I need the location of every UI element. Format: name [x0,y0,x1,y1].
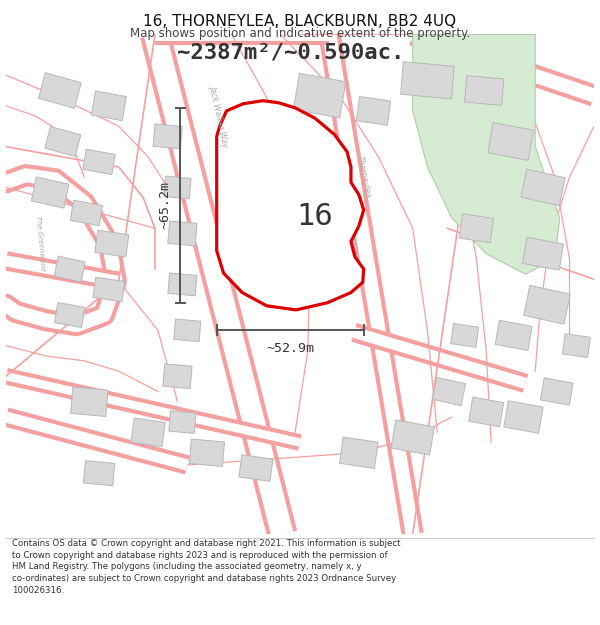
Polygon shape [93,278,125,302]
Polygon shape [243,178,275,207]
Polygon shape [340,437,378,468]
Text: The Greenwood: The Greenwood [35,216,46,271]
Text: ~52.9m: ~52.9m [266,342,314,355]
Polygon shape [391,420,434,455]
Polygon shape [562,334,590,357]
Polygon shape [169,411,196,434]
Polygon shape [131,418,165,447]
Text: 16: 16 [296,201,333,231]
Text: Jack Walker Way: Jack Walker Way [209,84,230,148]
Polygon shape [464,76,504,106]
Polygon shape [459,214,494,243]
Text: Contains OS data © Crown copyright and database right 2021. This information is : Contains OS data © Crown copyright and d… [12,539,401,595]
Polygon shape [55,302,85,328]
Polygon shape [523,238,563,270]
Text: Map shows position and indicative extent of the property.: Map shows position and indicative extent… [130,27,470,40]
Polygon shape [488,122,533,160]
Polygon shape [356,96,391,125]
Polygon shape [31,177,69,208]
Polygon shape [521,169,565,206]
Text: Thorneylea: Thorneylea [355,156,373,199]
Polygon shape [168,221,197,246]
Polygon shape [38,72,81,108]
Polygon shape [504,401,543,433]
Polygon shape [239,454,273,481]
Polygon shape [54,256,85,282]
Polygon shape [413,34,560,274]
Polygon shape [45,126,81,157]
Polygon shape [168,273,197,296]
Polygon shape [451,324,479,348]
Polygon shape [83,461,115,486]
Polygon shape [83,149,115,174]
Polygon shape [153,124,182,149]
Polygon shape [524,286,570,324]
Polygon shape [287,256,323,288]
Polygon shape [231,130,267,163]
Polygon shape [174,319,201,342]
Polygon shape [495,321,532,351]
Polygon shape [164,176,191,199]
Polygon shape [91,91,127,121]
Polygon shape [217,101,364,310]
Polygon shape [433,378,466,406]
Text: ~65.2m: ~65.2m [158,181,171,229]
Polygon shape [189,439,224,466]
Polygon shape [319,216,356,250]
Text: 16, THORNEYLEA, BLACKBURN, BB2 4UQ: 16, THORNEYLEA, BLACKBURN, BB2 4UQ [143,14,457,29]
Text: ~2387m²/~0.590ac.: ~2387m²/~0.590ac. [176,42,404,62]
Polygon shape [95,230,129,257]
Polygon shape [313,168,346,197]
Polygon shape [71,387,108,416]
Polygon shape [541,378,573,405]
Polygon shape [256,222,289,249]
Polygon shape [299,128,331,155]
Polygon shape [401,62,454,99]
Polygon shape [163,364,192,389]
Polygon shape [293,73,346,118]
Polygon shape [469,397,503,427]
Polygon shape [70,200,103,226]
